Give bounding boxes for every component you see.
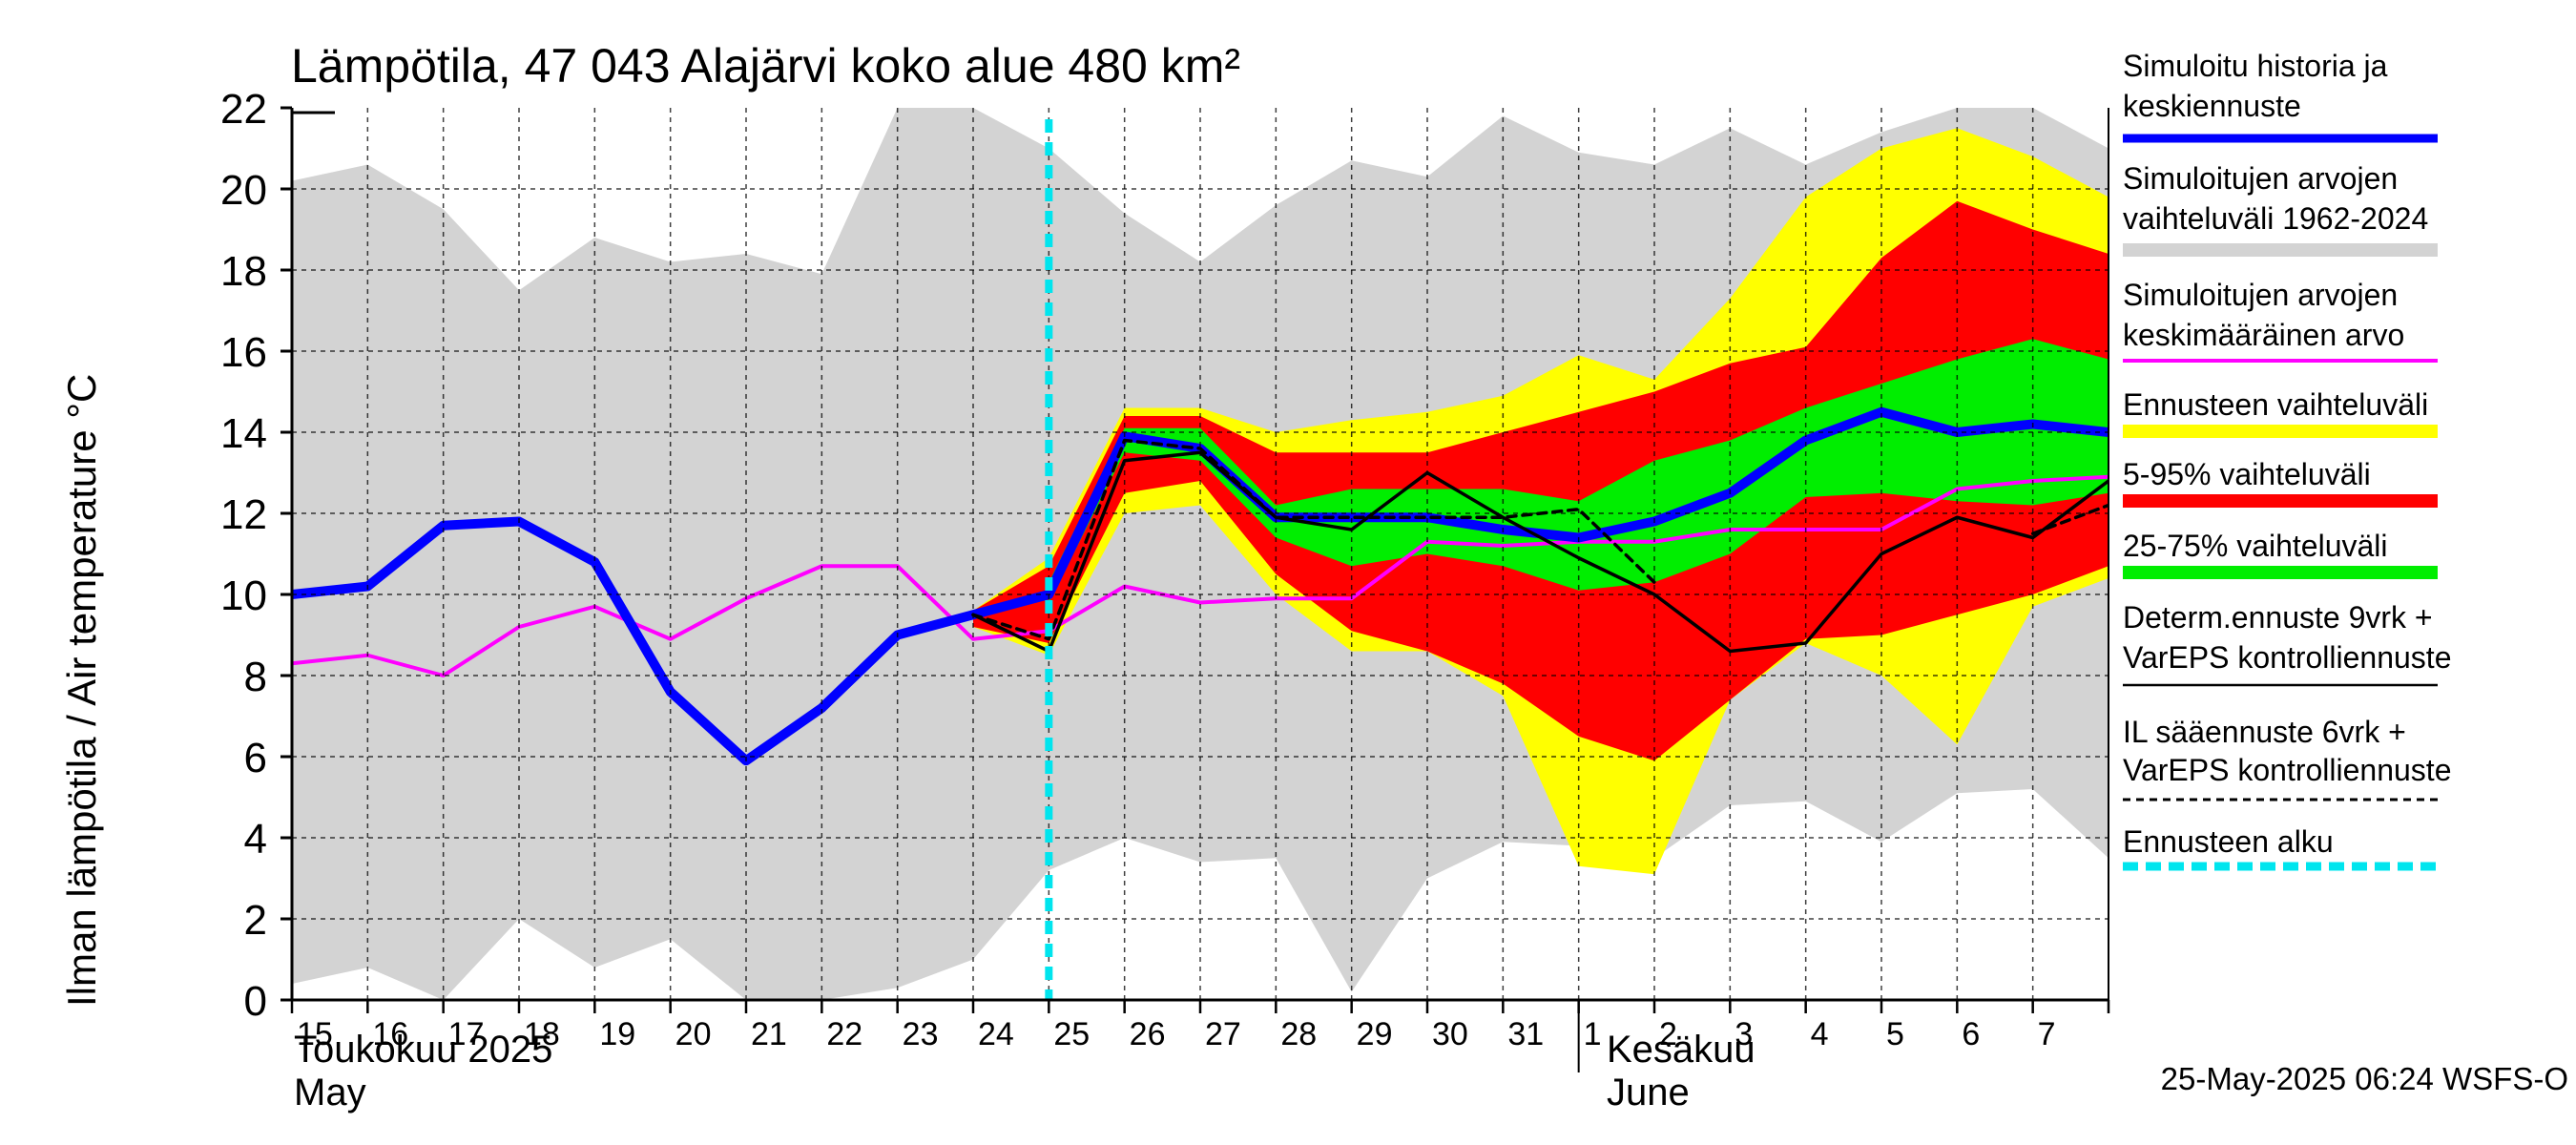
- band-25-75-vaihteluv-li: [1049, 339, 2109, 603]
- legend-label: VarEPS kontrolliennuste: [2123, 640, 2451, 675]
- legend-label: 5-95% vaihteluväli: [2123, 457, 2371, 491]
- x-tick-label: 25: [1053, 1016, 1090, 1052]
- legend-label: 25-75% vaihteluväli: [2123, 529, 2388, 563]
- x-tick-label: 28: [1280, 1016, 1317, 1052]
- y-tick-label: 2: [244, 897, 267, 944]
- chart-title: Lämpötila, 47 043 Alajärvi koko alue 480…: [291, 39, 1240, 93]
- x-tick-label: 5: [1886, 1016, 1904, 1052]
- x-tick-label: 15: [297, 1016, 333, 1052]
- timestamp-footer: 25-May-2025 06:24 WSFS-O: [2161, 1061, 2568, 1096]
- legend-label: keskiennuste: [2123, 89, 2301, 123]
- y-tick-label: 14: [220, 410, 267, 457]
- x-tick-label: 7: [2038, 1016, 2056, 1052]
- legend: Simuloitu historia ja keskiennuste Simuloi…: [2123, 49, 2451, 871]
- y-tick-label: 0: [244, 978, 267, 1025]
- x-tick-label: 2: [1659, 1016, 1677, 1052]
- x-tick-label: 24: [978, 1016, 1014, 1052]
- x-tick-label: 4: [1811, 1016, 1829, 1052]
- y-tick-label: 10: [220, 572, 267, 619]
- y-axis-label: Ilman lämpötila / Air temperature °C: [59, 374, 104, 1007]
- x-tick-label: 1: [1584, 1016, 1602, 1052]
- x-tick-label: 30: [1432, 1016, 1468, 1052]
- x-tick-label: 17: [448, 1016, 485, 1052]
- legend-label: Ennusteen alku: [2123, 824, 2334, 859]
- legend-label: keskimääräinen arvo: [2123, 318, 2404, 352]
- month-label-en: June: [1607, 1072, 1690, 1114]
- x-tick-label: 22: [826, 1016, 862, 1052]
- legend-label: vaihteluväli 1962-2024: [2123, 201, 2428, 236]
- y-tick-label: 22: [220, 86, 267, 133]
- y-tick-label: 4: [244, 816, 267, 863]
- x-tick-label: 29: [1357, 1016, 1393, 1052]
- x-tick-label: 20: [675, 1016, 712, 1052]
- y-tick-label: 12: [220, 491, 267, 538]
- line-il-s-ennuste-6vrk-vareps-kontrolliennuste: [971, 438, 2109, 641]
- month-label: Toukokuu 2025: [294, 1029, 552, 1071]
- x-tick-label: 16: [372, 1016, 408, 1052]
- x-tick-label: 3: [1735, 1016, 1753, 1052]
- y-tick-label: 6: [244, 735, 267, 781]
- legend-label: Determ.ennuste 9vrk +: [2123, 600, 2433, 635]
- x-tick-label: 21: [751, 1016, 787, 1052]
- month-label-en: May: [294, 1072, 366, 1114]
- x-tick-label: 23: [903, 1016, 939, 1052]
- y-tick-label: 16: [220, 329, 267, 376]
- legend-label: VarEPS kontrolliennuste: [2123, 753, 2451, 787]
- legend-label: Ennusteen vaihteluväli: [2123, 387, 2428, 422]
- x-tick-label: 6: [1962, 1016, 1980, 1052]
- x-tick-label: 27: [1205, 1016, 1241, 1052]
- x-tick-label: 19: [599, 1016, 635, 1052]
- y-tick-label: 18: [220, 248, 267, 295]
- line-determ-ennuste-9vrk-vareps-kontrolliennuste: [971, 450, 2109, 654]
- y-tick-label: 8: [244, 654, 267, 700]
- x-tick-label: 18: [524, 1016, 560, 1052]
- month-label: Kesäkuu: [1607, 1029, 1755, 1071]
- x-tick-label: 26: [1130, 1016, 1166, 1052]
- legend-label: Simuloitujen arvojen: [2123, 278, 2398, 312]
- legend-label: Simuloitu historia ja: [2123, 49, 2388, 83]
- legend-label: Simuloitujen arvojen: [2123, 161, 2398, 196]
- x-tick-label: 31: [1507, 1016, 1544, 1052]
- legend-label: IL sääennuste 6vrk +: [2123, 715, 2406, 749]
- y-tick-label: 20: [220, 167, 267, 214]
